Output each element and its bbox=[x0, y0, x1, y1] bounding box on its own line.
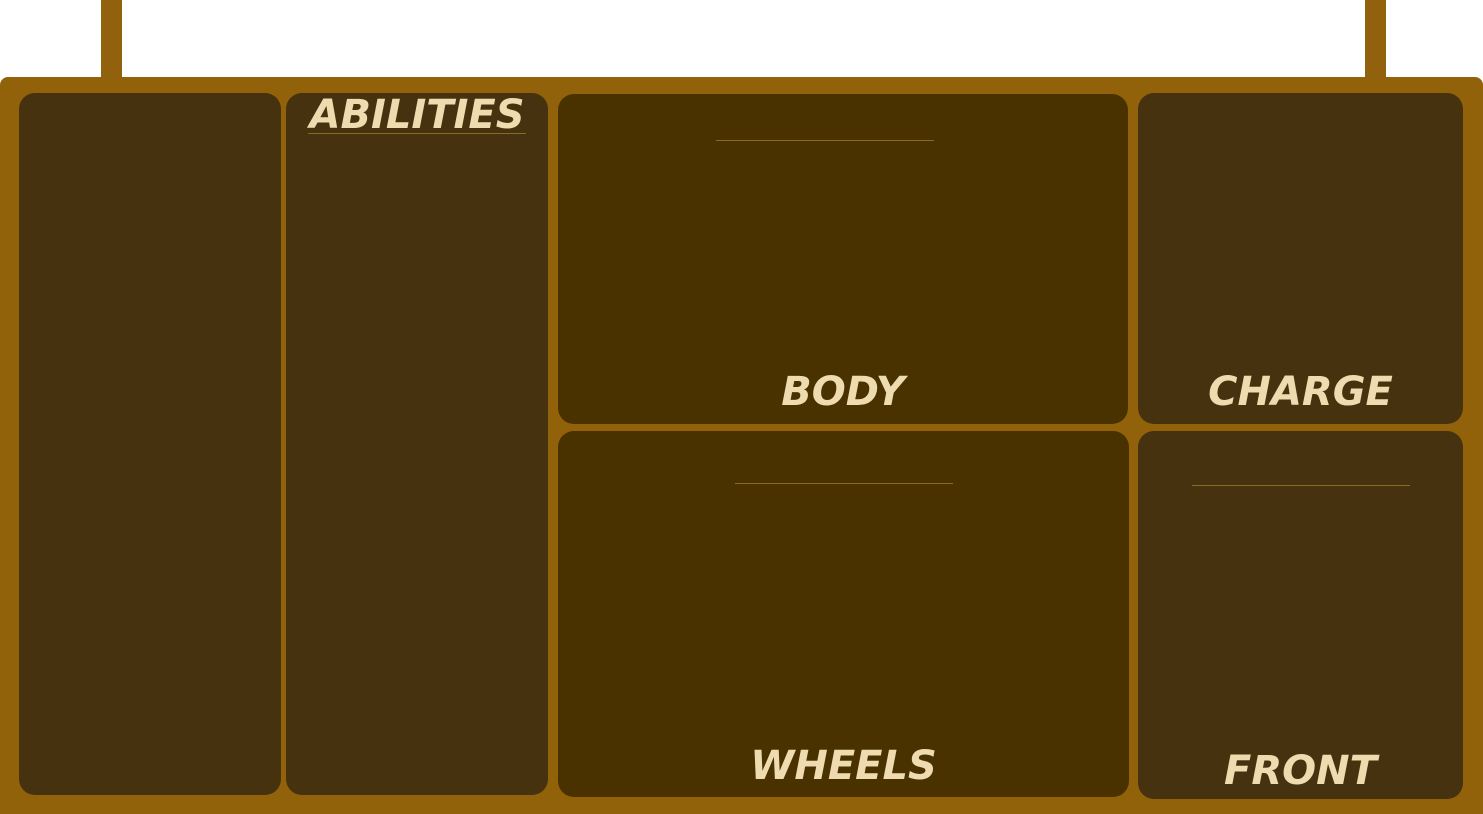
abilities-title: ABILITIES bbox=[309, 92, 525, 138]
front-title: FRONT bbox=[1224, 748, 1377, 794]
abilities-underline bbox=[308, 133, 526, 134]
charge-panel[interactable]: CHARGE bbox=[1138, 93, 1463, 424]
wheels-panel[interactable]: WHEELS bbox=[558, 431, 1129, 797]
front-panel[interactable]: FRONT bbox=[1138, 431, 1463, 799]
abilities-panel[interactable]: ABILITIES bbox=[286, 93, 548, 795]
blank-slot-panel[interactable] bbox=[19, 93, 281, 795]
hanging-rope-right bbox=[1365, 0, 1386, 80]
hanging-board: ABILITIES BODY CHARGE WHEELS FRONT bbox=[0, 77, 1483, 814]
charge-title: CHARGE bbox=[1208, 369, 1393, 415]
front-divider-line bbox=[1192, 485, 1410, 486]
body-divider-line bbox=[716, 140, 934, 141]
hanging-rope-left bbox=[101, 0, 122, 80]
wheels-divider-line bbox=[735, 483, 953, 484]
body-title: BODY bbox=[781, 369, 905, 415]
body-panel[interactable]: BODY bbox=[558, 94, 1128, 424]
wheels-title: WHEELS bbox=[750, 743, 937, 789]
